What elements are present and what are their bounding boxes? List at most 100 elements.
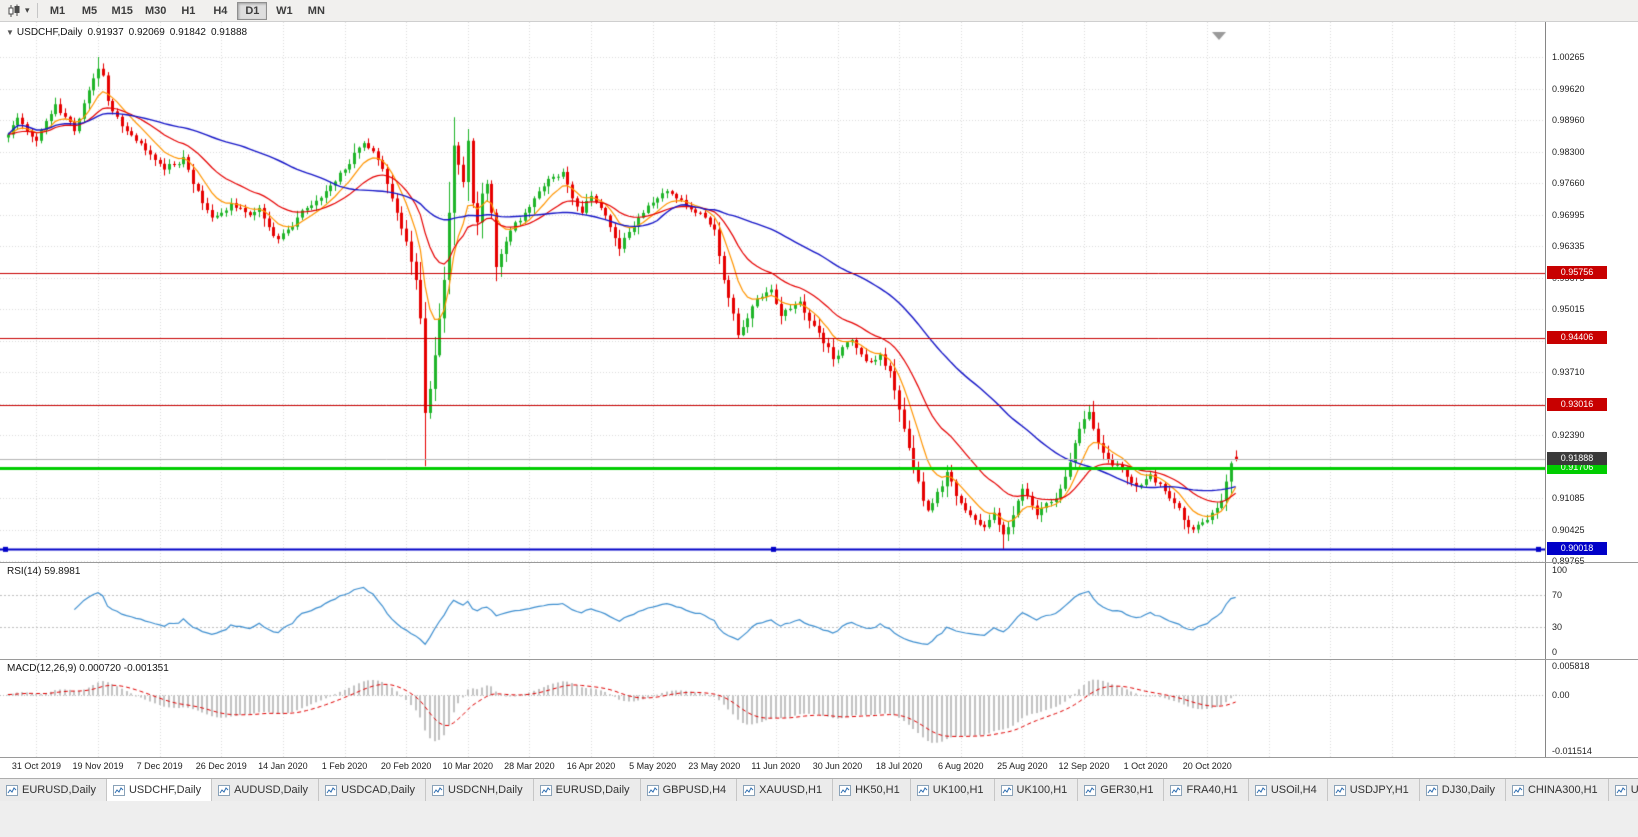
- price-axis-tick: 0.96335: [1552, 241, 1585, 251]
- tab-chart-icon: [839, 784, 852, 796]
- chart-tab-china300-h1[interactable]: CHINA300,H1: [1505, 779, 1609, 801]
- date-axis-label: 28 Mar 2020: [504, 761, 555, 771]
- chart-tab-eurusd-daily[interactable]: EURUSD,Daily: [0, 779, 107, 801]
- chart-tab-usdcad-daily[interactable]: USDCAD,Daily: [319, 779, 427, 801]
- date-axis-label: 5 May 2020: [629, 761, 677, 771]
- date-axis-label: 14 Jan 2020: [258, 761, 308, 771]
- price-axis-tick: 0.93710: [1552, 367, 1585, 377]
- tab-chart-icon: [1170, 784, 1183, 796]
- chart-tab-uk100-h1[interactable]: UK100,H1: [910, 779, 995, 801]
- tab-chart-icon: [325, 784, 338, 796]
- tab-chart-icon: [1511, 784, 1524, 796]
- chart-tab-label: AUDUSD,Daily: [234, 784, 309, 796]
- tab-chart-icon: [432, 784, 445, 796]
- chart-tab-usoil-h1[interactable]: USOil,H1: [1608, 779, 1638, 801]
- chart-tab-usdcnh-daily[interactable]: USDCNH,Daily: [426, 779, 534, 801]
- date-axis-label: 10 Mar 2020: [442, 761, 494, 771]
- chart-info-line: ▼ USDCHF,Daily 0.91937 0.92069 0.91842 0.9188…: [6, 27, 252, 38]
- tab-chart-icon: [743, 784, 756, 796]
- timeframe-button-h4[interactable]: H4: [213, 4, 228, 17]
- panel-divider[interactable]: [0, 659, 1638, 660]
- chart-tab-dj30-daily[interactable]: DJ30,Daily: [1419, 779, 1506, 801]
- tab-chart-icon: [916, 784, 929, 796]
- chart-tab-bar: EURUSD,Daily USDCHF,Daily AUDUSD,Daily USDC…: [0, 778, 1638, 801]
- chart-tab-usdchf-daily[interactable]: USDCHF,Daily: [106, 779, 213, 801]
- chart-tab-label: USDCHF,Daily: [128, 784, 202, 796]
- timeframe-button-m30[interactable]: M30: [144, 4, 167, 17]
- chart-tab-usoil-h4[interactable]: USOil,H4: [1248, 779, 1328, 801]
- date-axis-label: 18 Jul 2020: [875, 761, 923, 771]
- chart-tab-hk50-h1[interactable]: HK50,H1: [833, 779, 911, 801]
- timeframe-button-m5[interactable]: M5: [81, 4, 98, 17]
- chart-tab-eurusd-daily[interactable]: EURUSD,Daily: [533, 779, 641, 801]
- chart-axis-divider: [0, 757, 1638, 758]
- date-axis-label: 23 May 2020: [688, 761, 741, 771]
- window-bottom-filler: [0, 800, 1638, 837]
- tab-chart-icon: [646, 784, 659, 796]
- candlestick-chart-glyph: [8, 4, 19, 17]
- timeframe-button-d1[interactable]: D1: [237, 1, 268, 20]
- hline-price-badge: 0.94406: [1547, 331, 1607, 345]
- date-axis-label: 26 Dec 2019: [195, 761, 247, 771]
- candlestick-chart-icon[interactable]: [5, 3, 23, 18]
- chart-tab-xauusd-h1[interactable]: XAUUSD,H1: [737, 779, 834, 801]
- timeframe-button-mn[interactable]: MN: [307, 4, 325, 17]
- price-axis-tick: 0.98960: [1552, 115, 1585, 125]
- panel-divider[interactable]: [0, 562, 1638, 563]
- chart-tab-label: USDCNH,Daily: [448, 784, 523, 796]
- tab-chart-icon: [1084, 784, 1097, 796]
- date-axis-label: 20 Oct 2020: [1182, 761, 1232, 771]
- timeframe-button-group: M1 M5 M15 M30 H1 H4 D1 W1 MN: [43, 1, 334, 20]
- ohlc-low: 0.91842: [169, 27, 206, 38]
- chart-tab-ger30-h1[interactable]: GER30,H1: [1078, 779, 1165, 801]
- chart-tab-label: DJ30,Daily: [1441, 784, 1495, 796]
- tab-chart-icon: [1425, 784, 1438, 796]
- rsi-axis-tick: 70: [1552, 589, 1563, 600]
- price-axis-tick: 0.97660: [1552, 178, 1585, 188]
- main-chart-canvas[interactable]: [0, 22, 1545, 562]
- chart-tab-audusd-daily[interactable]: AUDUSD,Daily: [212, 779, 320, 801]
- timeframe-button-m15[interactable]: M15: [111, 4, 133, 17]
- chart-tab-label: FRA40,H1: [1186, 784, 1238, 796]
- chart-symbol-label: USDCHF,Daily: [16, 27, 83, 38]
- hline-price-badge: 0.93016: [1547, 397, 1607, 411]
- one-click-collapse-icon[interactable]: ▼: [6, 28, 14, 37]
- tab-chart-icon: [1333, 784, 1346, 796]
- chart-tab-label: UK100,H1: [1016, 784, 1068, 796]
- date-axis[interactable]: 31 Oct 2019 19 Nov 2019 7 Dec 2019 26 Dec 2…: [0, 758, 1545, 777]
- rsi-panel-canvas[interactable]: [0, 563, 1545, 659]
- date-axis-label: 30 Jun 2020: [812, 761, 863, 771]
- chart-type-dropdown-caret[interactable]: ▾: [25, 5, 30, 15]
- chart-tab-gbpusd-h4[interactable]: GBPUSD,H4: [640, 779, 738, 801]
- chart-tab-fra40-h1[interactable]: FRA40,H1: [1164, 779, 1249, 801]
- chart-tab-uk100-h1[interactable]: UK100,H1: [994, 779, 1079, 801]
- ohlc-high: 0.92069: [128, 27, 165, 38]
- timeframe-toolbar: ▾ M1 M5 M15 M30 H1 H4 D1 W1 MN: [0, 0, 1638, 22]
- date-axis-label: 20 Feb 2020: [380, 761, 432, 771]
- timeframe-button-w1[interactable]: W1: [276, 4, 293, 17]
- chart-tab-label: UK100,H1: [932, 784, 984, 796]
- price-axis[interactable]: 1.00265 0.99620 0.98960 0.98300 0.97660 0.969…: [1545, 22, 1638, 757]
- date-axis-label: 16 Apr 2020: [566, 761, 616, 771]
- chart-tab-label: USOil,H4: [1270, 784, 1317, 796]
- macd-panel-canvas[interactable]: [0, 660, 1545, 757]
- date-axis-label: 25 Aug 2020: [997, 761, 1048, 771]
- chart-tab-label: USDJPY,H1: [1349, 784, 1409, 796]
- price-axis-tick: 0.95015: [1552, 304, 1585, 314]
- price-axis-tick: 0.89765: [1552, 556, 1585, 566]
- macd-axis-tick: -0.011514: [1552, 746, 1592, 756]
- macd-indicator-label: MACD(12,26,9) 0.000720 -0.001351: [7, 663, 169, 674]
- timeframe-button-m1[interactable]: M1: [49, 4, 66, 17]
- macd-axis-tick: 0.005818: [1552, 661, 1590, 671]
- chart-tab-label: EURUSD,Daily: [555, 784, 630, 796]
- ohlc-close: 0.91888: [210, 27, 248, 38]
- chart-tab-usdjpy-h1[interactable]: USDJPY,H1: [1327, 779, 1420, 801]
- chart-tab-label: GER30,H1: [1100, 784, 1154, 796]
- tab-chart-icon: [1254, 784, 1267, 796]
- date-axis-label: 19 Nov 2019: [72, 761, 124, 771]
- timeframe-button-h1[interactable]: H1: [181, 4, 196, 17]
- price-axis-tick: 0.98300: [1552, 146, 1585, 157]
- price-axis-tick: 0.90425: [1552, 524, 1585, 535]
- tab-chart-icon: [539, 784, 552, 796]
